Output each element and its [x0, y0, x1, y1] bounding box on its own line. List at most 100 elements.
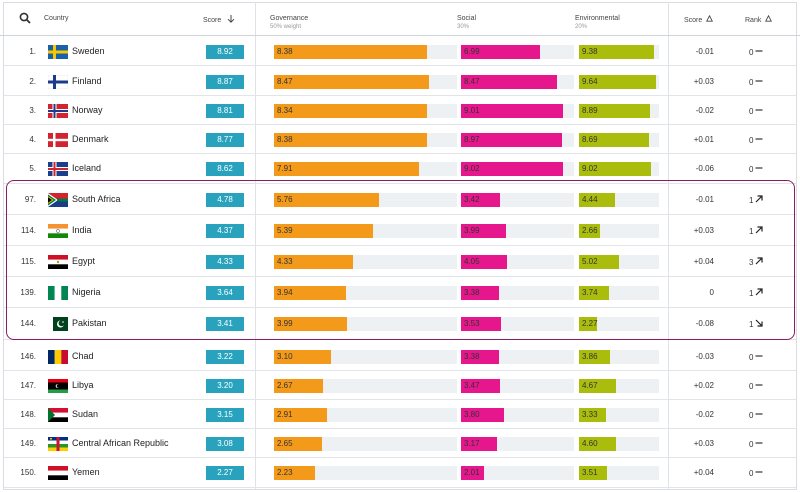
- rank-change: 0: [749, 352, 779, 362]
- social-value: 9.01: [464, 106, 480, 115]
- social-value: 3.38: [464, 288, 480, 297]
- score-header[interactable]: Score: [203, 15, 235, 24]
- dash-icon: [755, 164, 763, 174]
- table-row[interactable]: 148. Sudan 3.15 2.91 3.80 3.33 -0.02 0: [4, 400, 796, 429]
- table-row[interactable]: 139. Nigeria 3.64 3.94 3.38 3.74 0 1: [4, 277, 796, 308]
- dash-icon: [755, 47, 763, 57]
- central-african-republic-flag: [48, 437, 68, 451]
- score-change: -0.06: [695, 164, 714, 173]
- environmental-bar: 4.60: [579, 437, 659, 451]
- table-row[interactable]: 1. Sweden 8.92 8.38 6.99 9.38 -0.01 0: [4, 37, 796, 66]
- overall-score: 4.33: [206, 255, 244, 269]
- table-row[interactable]: 115. Egypt 4.33 4.33 4.05 5.02 +0.04 3: [4, 246, 796, 277]
- overall-score: 3.22: [206, 350, 244, 364]
- governance-bar-fill: [274, 379, 323, 393]
- governance-bar: 5.39: [274, 224, 457, 238]
- country-name[interactable]: Nigeria: [72, 287, 101, 297]
- country-name[interactable]: Libya: [72, 380, 94, 390]
- score-change-header[interactable]: Score: [684, 14, 714, 24]
- social-bar-fill: [461, 466, 484, 480]
- rank-change: 1: [749, 226, 779, 236]
- social-bar-fill: [461, 437, 497, 451]
- table-row[interactable]: 4. Denmark 8.77 8.38 8.97 8.69 +0.01 0: [4, 125, 796, 154]
- social-value: 3.80: [464, 410, 480, 419]
- environmental-bar-fill: [579, 350, 610, 364]
- environmental-bar: 9.02: [579, 162, 659, 176]
- rank-change-value: 1: [749, 227, 754, 236]
- social-value: 4.05: [464, 257, 480, 266]
- rank-number: 144.: [20, 319, 36, 328]
- country-name[interactable]: South Africa: [72, 194, 121, 204]
- governance-bar: 3.10: [274, 350, 457, 364]
- rank-change-value: 0: [749, 353, 754, 362]
- environmental-bar: 8.69: [579, 133, 659, 147]
- table-row[interactable]: 146. Chad 3.22 3.10 3.38 3.86 -0.03 0: [4, 342, 796, 371]
- table-row[interactable]: 2. Finland 8.87 8.47 8.47 9.64 +0.03 0: [4, 67, 796, 96]
- rank-change-value: 0: [749, 469, 754, 478]
- environmental-bar: 8.89: [579, 104, 659, 118]
- country-name[interactable]: Yemen: [72, 467, 100, 477]
- country-name[interactable]: Sudan: [72, 409, 99, 419]
- social-value: 8.47: [464, 77, 480, 86]
- table-row[interactable]: 150. Yemen 2.27 2.23 2.01 3.51 +0.04 0: [4, 458, 796, 488]
- environmental-bar-fill: [579, 133, 649, 147]
- environmental-bar-fill: [579, 466, 608, 480]
- social-bar-fill: [461, 75, 557, 89]
- rank-change-value: 0: [749, 48, 754, 57]
- table-row[interactable]: 144. Pakistan 3.41 3.99 3.53 2.27 -0.08 1: [4, 308, 796, 340]
- country-name[interactable]: Finland: [72, 76, 102, 86]
- social-value: 8.97: [464, 135, 480, 144]
- social-header[interactable]: Social: [457, 15, 477, 22]
- governance-bar-fill: [274, 193, 380, 207]
- governance-bar: 8.47: [274, 75, 457, 89]
- governance-bar: 2.23: [274, 466, 457, 480]
- country-name[interactable]: India: [72, 225, 92, 235]
- table-row[interactable]: 97. South Africa 4.78 5.76 3.42 4.44 -0.01 1: [4, 184, 796, 215]
- rank-change: 1: [749, 288, 779, 298]
- social-bar-fill: [461, 193, 500, 207]
- table-row[interactable]: 147. Libya 3.20 2.67 3.47 4.67 +0.02 0: [4, 371, 796, 400]
- rank-change: 0: [749, 106, 779, 116]
- rank-change-value: 0: [749, 107, 754, 116]
- country-name[interactable]: Denmark: [72, 134, 109, 144]
- country-name[interactable]: Sweden: [72, 46, 105, 56]
- country-header[interactable]: Country: [44, 15, 69, 22]
- table-row[interactable]: 5. Iceland 8.62 7.91 9.02 9.02 -0.06 0: [4, 154, 796, 184]
- table-row[interactable]: 3. Norway 8.81 8.34 9.01 8.89 -0.02 0: [4, 96, 796, 125]
- environmental-value: 4.67: [582, 381, 598, 390]
- governance-value: 2.23: [277, 468, 293, 477]
- governance-bar: 3.94: [274, 286, 457, 300]
- score-change: +0.01: [693, 135, 714, 144]
- environmental-value: 8.89: [582, 106, 598, 115]
- environmental-bar-fill: [579, 437, 616, 451]
- country-name[interactable]: Norway: [72, 105, 103, 115]
- country-name[interactable]: Central African Republic: [72, 438, 169, 448]
- environmental-bar: 3.33: [579, 408, 659, 422]
- score-change: +0.04: [693, 257, 714, 266]
- governance-bar: 8.38: [274, 133, 457, 147]
- arrow-up-right-icon: [755, 226, 764, 236]
- table-row[interactable]: 149. Central African Republic 3.08 2.65 3.17…: [4, 429, 796, 458]
- india-flag: [48, 224, 68, 238]
- country-name[interactable]: Egypt: [72, 256, 96, 266]
- rank-change-header[interactable]: Rank: [745, 14, 773, 24]
- country-name[interactable]: Iceland: [72, 163, 102, 173]
- social-value: 3.17: [464, 439, 480, 448]
- rank-change: 1: [749, 319, 779, 329]
- country-name[interactable]: Pakistan: [72, 318, 107, 328]
- search-icon[interactable]: [19, 12, 31, 24]
- arrow-up-right-icon: [755, 195, 764, 205]
- delta-icon: [765, 14, 773, 22]
- dash-icon: [755, 77, 763, 87]
- yemen-flag: [48, 466, 68, 480]
- country-name[interactable]: Chad: [72, 351, 94, 361]
- governance-bar-fill: [274, 317, 348, 331]
- table-row[interactable]: 114. India 4.37 5.39 3.99 2.66 +0.03 1: [4, 215, 796, 246]
- dash-icon: [755, 381, 763, 391]
- social-bar-fill: [461, 317, 501, 331]
- column-divider: [255, 2, 256, 490]
- environmental-header[interactable]: Environmental: [575, 15, 620, 22]
- environmental-value: 9.02: [582, 164, 598, 173]
- social-bar: 3.42: [461, 193, 574, 207]
- governance-header[interactable]: Governance: [270, 15, 309, 22]
